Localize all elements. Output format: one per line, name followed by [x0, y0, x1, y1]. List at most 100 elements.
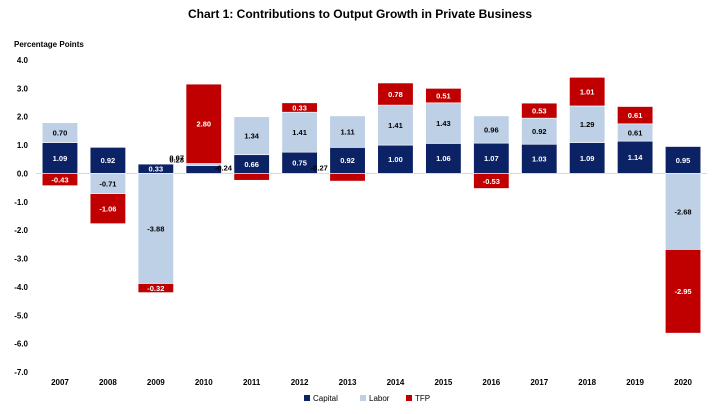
data-label-capital: 1.09: [53, 154, 68, 163]
x-tick-label: 2020: [674, 378, 692, 387]
bar-segment-tfp: [281, 102, 318, 113]
data-label-labor: 1.41: [292, 128, 307, 137]
bar-segment-tfp: [425, 88, 462, 104]
data-labels: 1.09 0.70 -0.43 0.92 -0.71 -1.06 0.33 -3.88 -0.3…: [51, 87, 691, 296]
y-tick-label: -5.0: [14, 311, 28, 320]
bar-segment-tfp: [137, 283, 174, 293]
data-label-capital: 0.28: [169, 156, 184, 165]
data-label-tfp: -0.27: [311, 163, 328, 172]
data-label-labor: 1.43: [436, 119, 451, 128]
bar-segment-tfp: [617, 106, 654, 125]
x-tick-label: 2012: [291, 378, 309, 387]
bar-segment-tfp: [473, 173, 510, 189]
data-label-labor: -2.68: [674, 207, 691, 216]
legend-label-labor: Labor: [369, 394, 390, 403]
bar-segment-labor: [473, 115, 510, 144]
y-tick-label: -2.0: [14, 226, 28, 235]
bar-segment-tfp: [377, 82, 414, 106]
bar-segment-labor: [137, 173, 174, 284]
data-label-labor: -3.88: [147, 224, 164, 233]
data-label-tfp: -1.06: [99, 204, 116, 213]
y-tick-label: 1.0: [17, 141, 29, 150]
bar-segment-labor: [521, 117, 558, 145]
legend-swatch-capital: [304, 395, 310, 401]
x-tick-label: 2009: [147, 378, 165, 387]
bar-segment-tfp: [89, 193, 126, 224]
chart-title: Chart 1: Contributions to Output Growth …: [188, 7, 532, 21]
y-tick-label: -7.0: [14, 368, 28, 377]
y-tick-label: 4.0: [17, 56, 29, 65]
legend-label-capital: Capital: [313, 394, 338, 403]
data-label-tfp: 0.53: [532, 106, 547, 115]
y-tick-label: 0.0: [17, 169, 29, 178]
bar-segment-tfp: [41, 173, 78, 186]
x-tick-label: 2019: [626, 378, 644, 387]
data-label-capital: 1.14: [628, 153, 643, 162]
bar-segment-tfp: [185, 83, 222, 164]
legend-label-tfp: TFP: [415, 394, 430, 403]
data-label-labor: 0.92: [532, 127, 547, 136]
x-tick-label: 2018: [578, 378, 596, 387]
data-label-tfp: -0.53: [483, 177, 500, 186]
bar-segment-tfp: [665, 249, 702, 334]
bar-segment-labor: [665, 173, 702, 250]
data-label-capital: 1.00: [388, 155, 403, 164]
data-label-labor: 0.61: [628, 128, 643, 137]
legend-swatch-labor: [360, 395, 366, 401]
legend: Capital Labor TFP: [304, 394, 430, 403]
data-label-capital: 1.06: [436, 154, 451, 163]
data-label-labor: 1.29: [580, 120, 595, 129]
bar-segment-capital: [329, 147, 366, 174]
data-label-tfp: -0.24: [215, 163, 233, 172]
bar-segment-labor: [377, 104, 414, 146]
x-tick-label: 2013: [339, 378, 357, 387]
legend-swatch-tfp: [406, 395, 412, 401]
bar-segment-capital: [377, 144, 414, 174]
y-tick-label: 2.0: [17, 113, 29, 122]
bars: [41, 77, 702, 334]
bar-segment-tfp: [329, 173, 366, 182]
data-label-capital: 0.75: [292, 159, 307, 168]
data-label-labor: 0.96: [484, 125, 499, 134]
data-label-tfp: -0.32: [147, 284, 164, 293]
data-label-labor: 0.07: [169, 154, 184, 163]
x-tick-label: 2014: [387, 378, 405, 387]
bar-segment-capital: [617, 140, 654, 174]
data-label-capital: 0.33: [149, 165, 164, 174]
data-label-capital: 0.66: [244, 160, 259, 169]
x-tick-label: 2016: [482, 378, 500, 387]
x-tick-label: 2011: [243, 378, 261, 387]
data-label-labor: 1.34: [244, 132, 259, 141]
y-tick-label: 3.0: [17, 84, 29, 93]
data-label-tfp: 0.78: [388, 90, 403, 99]
y-tick-label: -6.0: [14, 340, 28, 349]
x-tick-label: 2008: [99, 378, 117, 387]
y-tick-label: -1.0: [14, 198, 28, 207]
data-label-labor: 1.41: [388, 121, 403, 130]
bar-segment-capital: [89, 147, 126, 174]
data-label-tfp: 0.51: [436, 91, 451, 100]
data-label-labor: 0.70: [53, 128, 68, 137]
bar-segment-tfp: [233, 173, 270, 181]
x-tick-label: 2017: [530, 378, 548, 387]
data-label-tfp: -0.43: [51, 175, 68, 184]
data-label-capital: 1.03: [532, 155, 547, 164]
data-label-capital: 1.07: [484, 154, 499, 163]
bar-segment-labor: [281, 111, 318, 153]
data-label-capital: 1.09: [580, 154, 595, 163]
bar-segment-capital: [473, 142, 510, 174]
data-label-capital: 0.95: [676, 156, 691, 165]
x-tick-label: 2007: [51, 378, 69, 387]
data-label-tfp: 2.80: [196, 120, 211, 129]
data-label-labor: 1.11: [340, 127, 354, 136]
bar-segment-tfp: [569, 77, 606, 107]
bar-segment-labor: [569, 105, 606, 143]
y-tick-label: -3.0: [14, 255, 28, 264]
y-tick-label: -4.0: [14, 283, 28, 292]
data-label-tfp: 0.61: [628, 111, 643, 120]
y-axis-label: Percentage Points: [14, 40, 84, 49]
x-tick-label: 2010: [195, 378, 213, 387]
data-label-capital: 0.92: [340, 156, 355, 165]
